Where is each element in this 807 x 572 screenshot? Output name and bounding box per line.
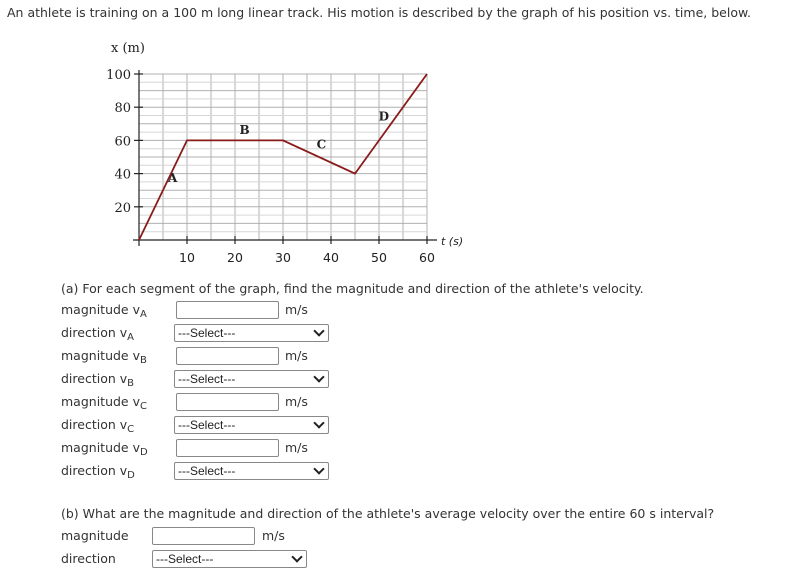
tick-labels: 20 40 60 80 100 10 20 30 40 50 60 — [106, 68, 435, 265]
direction-label-c: direction vC — [61, 417, 134, 435]
select-value: ---Select--- — [178, 418, 236, 432]
chevron-down-icon — [291, 551, 303, 563]
x-tick-label: 30 — [275, 250, 291, 265]
part-b-direction-label: direction — [61, 551, 116, 566]
magnitude-input-d[interactable] — [176, 439, 279, 457]
part-b-prompt: (b) What are the magnitude and direction… — [61, 506, 715, 521]
magnitude-input-a[interactable] — [176, 301, 279, 319]
select-value: ---Select--- — [178, 464, 236, 478]
direction-select-b[interactable]: ---Select--- — [174, 370, 329, 388]
chevron-down-icon — [313, 463, 325, 475]
magnitude-label-text: magnitude v — [61, 302, 140, 317]
magnitude-input-b[interactable] — [176, 347, 279, 365]
label-subscript: A — [127, 332, 134, 343]
direction-select-d[interactable]: ---Select--- — [174, 462, 329, 480]
magnitude-label-c: magnitude vC — [61, 394, 147, 412]
part-b-direction-select[interactable]: ---Select--- — [152, 550, 307, 568]
magnitude-label-text: magnitude v — [61, 394, 140, 409]
label-subscript: A — [140, 309, 147, 320]
magnitude-label-d: magnitude vD — [61, 440, 148, 458]
part-a-prompt: (a) For each segment of the graph, find … — [61, 281, 644, 296]
segment-label-a: A — [167, 171, 178, 185]
chevron-down-icon — [313, 417, 325, 429]
direction-label-text: direction v — [61, 463, 128, 478]
direction-select-a[interactable]: ---Select--- — [174, 324, 329, 342]
segment-labels: A B C D — [167, 109, 389, 184]
position-line — [138, 73, 428, 241]
magnitude-unit-c: m/s — [285, 394, 308, 409]
x-axis-label: t (s) — [441, 235, 463, 248]
axes — [133, 70, 437, 246]
x-tick-label: 40 — [323, 250, 339, 265]
magnitude-label-b: magnitude vB — [61, 348, 147, 366]
chevron-down-icon — [313, 371, 325, 383]
direction-label-a: direction vA — [61, 325, 134, 343]
label-subscript: D — [140, 447, 148, 458]
magnitude-label-text: magnitude v — [61, 348, 140, 363]
part-b-magnitude-label: magnitude — [61, 528, 129, 543]
select-value: ---Select--- — [178, 372, 236, 386]
position-time-graph: 20 40 60 80 100 10 20 30 40 50 60 A B C D x (m) t (s) — [106, 41, 463, 265]
magnitude-input-c[interactable] — [176, 393, 279, 411]
y-tick-label: 100 — [106, 68, 131, 83]
magnitude-unit-d: m/s — [285, 440, 308, 455]
direction-select-c[interactable]: ---Select--- — [174, 416, 329, 434]
direction-label-text: direction v — [61, 325, 128, 340]
y-tick-label: 20 — [114, 201, 131, 216]
magnitude-unit-b: m/s — [285, 348, 308, 363]
y-tick-label: 80 — [114, 101, 131, 116]
label-subscript: B — [127, 378, 135, 389]
select-value: ---Select--- — [156, 552, 214, 566]
chevron-down-icon — [313, 325, 325, 337]
part-b-unit: m/s — [262, 528, 285, 543]
intro-text: An athlete is training on a 100 m long l… — [7, 5, 752, 20]
label-subscript: B — [140, 355, 147, 366]
segment-label-d: D — [379, 109, 389, 123]
label-subscript: D — [127, 470, 135, 481]
y-axis-label: x (m) — [111, 41, 145, 56]
magnitude-label-text: magnitude v — [61, 440, 140, 455]
part-b-magnitude-input[interactable] — [152, 527, 255, 545]
x-tick-label: 60 — [419, 250, 435, 265]
label-subscript: C — [140, 401, 147, 412]
x-tick-label: 20 — [227, 250, 243, 265]
x-tick-label: 10 — [179, 250, 195, 265]
grid — [139, 73, 428, 240]
segment-label-c: C — [317, 138, 327, 152]
segment-label-b: B — [240, 123, 250, 137]
magnitude-label-a: magnitude vA — [61, 302, 147, 320]
y-tick-label: 40 — [114, 168, 131, 183]
y-tick-label: 60 — [114, 134, 131, 149]
magnitude-unit-a: m/s — [285, 302, 308, 317]
x-tick-label: 50 — [371, 250, 387, 265]
direction-label-text: direction v — [61, 417, 128, 432]
label-subscript: C — [127, 424, 135, 435]
select-value: ---Select--- — [178, 326, 236, 340]
direction-label-d: direction vD — [61, 463, 135, 481]
direction-label-b: direction vB — [61, 371, 134, 389]
direction-label-text: direction v — [61, 371, 128, 386]
